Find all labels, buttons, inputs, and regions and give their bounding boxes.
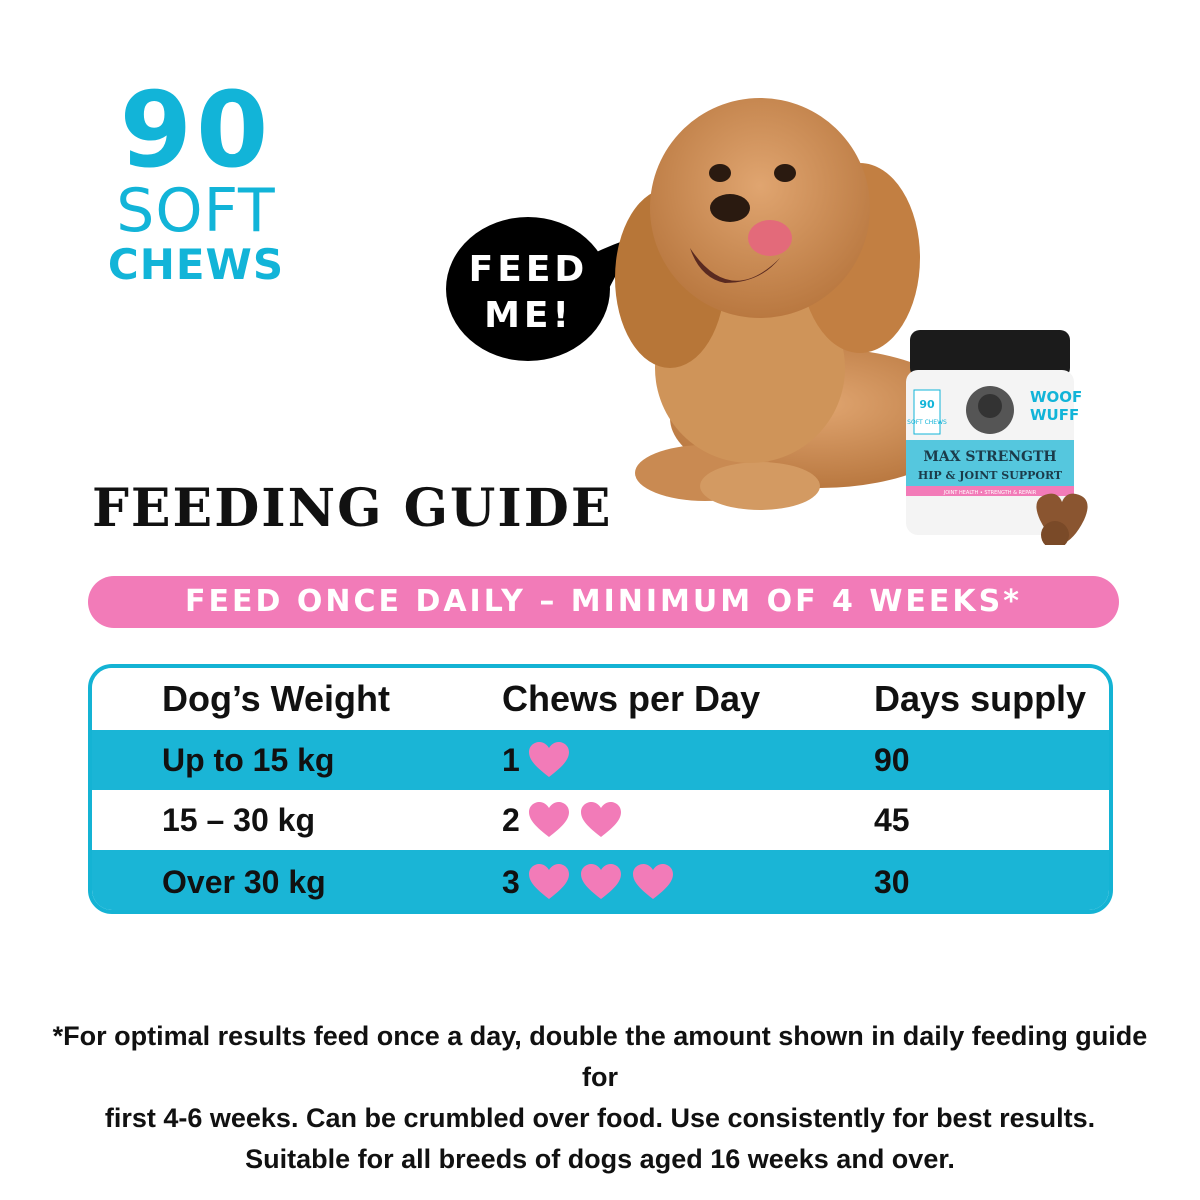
- chew-count-badge: 90 SOFT CHEWS: [96, 69, 296, 289]
- heart-icon: [632, 864, 673, 899]
- speech-bubble: FEED ME!: [446, 217, 642, 367]
- jar-name-line2: HIP & JOINT SUPPORT: [918, 469, 1063, 482]
- footnote-line3: Suitable for all breeds of dogs aged 16 …: [245, 1144, 955, 1174]
- heart-icon: [528, 742, 569, 777]
- row-chews: 3: [502, 863, 684, 901]
- chew-count-number: 90: [119, 69, 273, 191]
- jar-badge-count: 90: [919, 398, 935, 411]
- header-days-supply: Days supply: [874, 678, 1087, 719]
- table-row: Up to 15 kg 1 90: [92, 730, 1109, 790]
- chew-hearts: [528, 863, 684, 901]
- table-row: Over 30 kg 3 30: [92, 850, 1109, 910]
- row-weight: Up to 15 kg: [162, 741, 335, 778]
- heart-icon: [580, 864, 621, 899]
- product-jar: WOOF WUFF 90 SOFT CHEWS MAX STRENGTH HIP…: [906, 330, 1088, 545]
- heart-icon: [528, 864, 569, 899]
- row-days: 30: [874, 863, 910, 900]
- row-chews: 2: [502, 801, 632, 839]
- row-chews-count: 2: [502, 801, 520, 838]
- row-chews-count: 3: [502, 863, 520, 900]
- table-row: 15 – 30 kg 2 45: [92, 790, 1109, 850]
- feeding-frequency-banner: FEED ONCE DAILY – MINIMUM OF 4 WEEKS*: [88, 576, 1119, 628]
- chew-count-unit-soft: SOFT: [116, 176, 276, 246]
- chew-count-unit-chews: CHEWS: [107, 240, 285, 289]
- dog-photo: [615, 98, 970, 510]
- row-days: 45: [874, 801, 910, 838]
- table-header-row: Dog’s Weight Chews per Day Days supply: [92, 668, 1109, 730]
- chew-hearts: [528, 741, 580, 779]
- jar-brand-line2: WUFF: [1030, 406, 1079, 424]
- row-chews-count: 1: [502, 741, 520, 778]
- row-days: 90: [874, 741, 910, 778]
- footnote-line1: *For optimal results feed once a day, do…: [52, 1021, 1148, 1092]
- header-chews-per-day: Chews per Day: [502, 678, 761, 719]
- footnote-line2: first 4-6 weeks. Can be crumbled over fo…: [104, 1103, 1096, 1133]
- jar-brand-line1: WOOF: [1030, 388, 1082, 406]
- feeding-table: Dog’s Weight Chews per Day Days supply U…: [88, 664, 1113, 914]
- chew-hearts: [528, 801, 632, 839]
- row-weight: 15 – 30 kg: [162, 801, 315, 838]
- jar-badge-text: SOFT CHEWS: [907, 419, 947, 426]
- row-chews: 1: [502, 741, 580, 779]
- feeding-guide-title: FEEDING GUIDE: [92, 478, 613, 539]
- jar-tagline: JOINT HEALTH • STRENGTH & REPAIR: [943, 490, 1037, 496]
- heart-icon: [580, 802, 621, 837]
- row-weight: Over 30 kg: [162, 863, 326, 900]
- header-dog-weight: Dog’s Weight: [162, 678, 390, 719]
- heart-icon: [528, 802, 569, 837]
- speech-bubble-line1: FEED: [468, 249, 589, 290]
- footnote: *For optimal results feed once a day, do…: [40, 1016, 1160, 1180]
- speech-bubble-line2: ME!: [484, 295, 573, 336]
- jar-name-line1: MAX STRENGTH: [923, 449, 1056, 465]
